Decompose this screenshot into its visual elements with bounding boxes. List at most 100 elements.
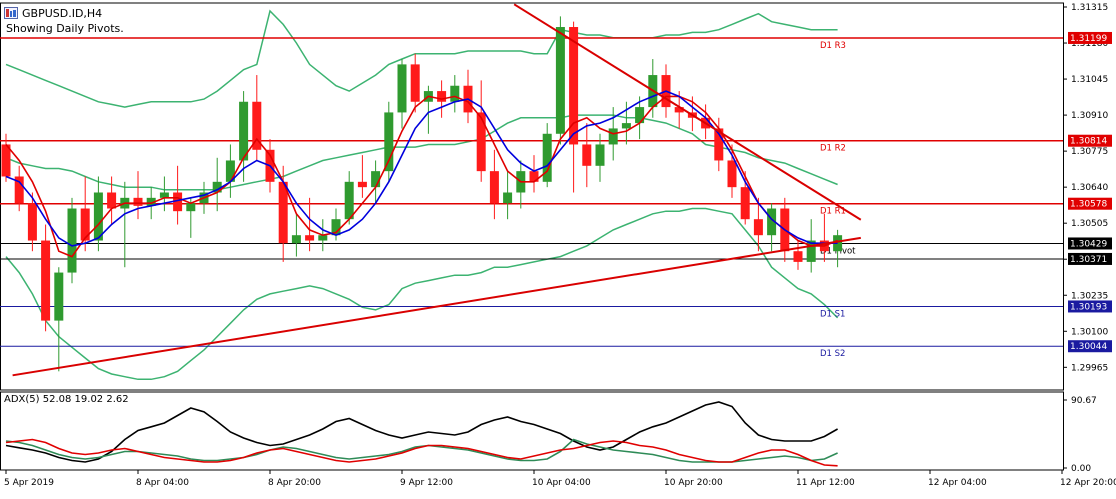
time-tick-label: 10 Apr 20:00 [664, 478, 723, 488]
time-tick-label: 9 Apr 12:00 [400, 478, 453, 488]
pivot-line-label: D1 R1 [820, 207, 846, 217]
bull-candle [239, 101, 249, 161]
bear-candle [14, 176, 24, 204]
bull-candle [159, 192, 169, 198]
time-tick-label: 11 Apr 12:00 [796, 478, 855, 488]
slow-ma-line [5, 90, 838, 247]
bear-candle [674, 107, 684, 113]
adx-panel-frame [0, 391, 1064, 471]
pivot-price-tag-label: 1.30578 [1070, 200, 1107, 210]
bear-candle [107, 192, 117, 209]
pivot-price-tag-label: 1.30429 [1070, 239, 1107, 249]
pivot-line-label: D1 S1 [820, 309, 845, 319]
bear-candle [278, 181, 288, 244]
adx-indicator-label: ADX(5) 52.08 19.02 2.62 [4, 394, 129, 405]
bull-candle [767, 208, 777, 236]
bear-candle [489, 171, 499, 204]
bull-candle [344, 181, 354, 220]
bull-candle [555, 27, 565, 134]
price-tick-label: 1.30100 [1071, 327, 1108, 337]
pivot-price-tag [1068, 31, 1112, 44]
bear-candle [252, 101, 262, 150]
trendline [12, 236, 861, 377]
price-tick-label: 1.30775 [1071, 147, 1108, 157]
price-tick-label: 1.31315 [1071, 3, 1108, 13]
pivot-subtitle: Showing Daily Pivots. [6, 22, 124, 35]
current-price-tag [1068, 252, 1112, 265]
time-tick-label: 5 Apr 2019 [4, 478, 54, 488]
bear-candle [1, 144, 11, 177]
time-axis: 5 Apr 2019 8 Apr 04:00 8 Apr 20:00 9 Apr 12… [4, 470, 1116, 488]
bull-candle [595, 144, 605, 166]
bear-candle [714, 128, 724, 161]
time-tick-label: 12 Apr 04:00 [928, 478, 987, 488]
adx-series-adx [5, 401, 838, 463]
bear-candle [27, 203, 37, 241]
bull-candle [371, 171, 381, 188]
bull-candle [225, 160, 235, 182]
pivot-price-tag-label: 1.30044 [1070, 342, 1107, 352]
candles [1, 16, 843, 372]
adx-series-di [5, 438, 838, 467]
bear-candle [305, 235, 315, 241]
adx-series-di [5, 438, 838, 463]
trendline [513, 3, 862, 221]
price-tick-label: 1.30640 [1071, 183, 1108, 193]
bull-candle [318, 235, 328, 241]
current-price-tag-label: 1.30371 [1070, 255, 1107, 265]
chart-window-icon [4, 7, 18, 19]
bull-candle [67, 208, 77, 273]
bull-candle [384, 112, 394, 172]
pivot-price-tag [1068, 197, 1112, 210]
bull-candle [542, 133, 552, 182]
bull-candle [331, 219, 341, 236]
price-axis: 1.31315 1.31180 1.31045 1.30910 1.30775 1.306… [1063, 3, 1108, 373]
bear-candle [173, 192, 183, 212]
bear-candle [582, 144, 592, 166]
pivot-price-tag [1068, 134, 1112, 147]
bear-candle [357, 181, 367, 188]
bear-candle [41, 240, 51, 321]
bear-candle [476, 112, 486, 172]
price-tick-label: 1.30505 [1071, 219, 1108, 229]
bear-candle [740, 187, 750, 220]
pivot-line-label: D1 S2 [820, 349, 845, 359]
bollinger-lower-line [5, 207, 839, 381]
pivot-price-tag-label: 1.30193 [1070, 302, 1107, 312]
bear-candle [793, 251, 803, 262]
time-tick-label: 12 Apr 20:00 [1060, 478, 1116, 488]
bull-candle [291, 235, 301, 244]
bull-candle [608, 128, 618, 145]
bull-candle [54, 272, 64, 321]
chart-symbol-title: GBPUSD.ID,H4 [22, 6, 103, 20]
bull-candle [503, 192, 513, 204]
bear-candle [727, 160, 737, 188]
time-tick-label: 8 Apr 04:00 [136, 478, 189, 488]
pivot-price-tag [1068, 300, 1112, 313]
bull-candle [621, 123, 631, 129]
bull-candle [212, 181, 222, 193]
bear-candle [133, 197, 143, 206]
bull-candle [635, 107, 645, 124]
price-tick-label: 1.30910 [1071, 111, 1108, 121]
fast-ma-line [5, 95, 838, 258]
bull-candle [93, 192, 103, 241]
adx-tick-label: 0.00 [1071, 464, 1091, 474]
price-tick-label: 1.31045 [1071, 75, 1108, 85]
bollinger-upper-line [5, 9, 838, 108]
bull-candle [146, 197, 156, 206]
pivot-price-tag [1068, 237, 1112, 250]
chart-title-row: GBPUSD.ID,H4 [4, 5, 102, 21]
bollinger-middle-line [5, 114, 838, 191]
bull-candle [186, 203, 196, 212]
bear-candle [437, 91, 447, 102]
pivot-price-tag [1068, 340, 1112, 353]
bull-candle [397, 64, 407, 113]
bear-candle [410, 64, 420, 102]
price-tick-label: 1.31180 [1071, 39, 1108, 49]
bull-candle [450, 85, 460, 102]
bear-candle [529, 171, 539, 182]
